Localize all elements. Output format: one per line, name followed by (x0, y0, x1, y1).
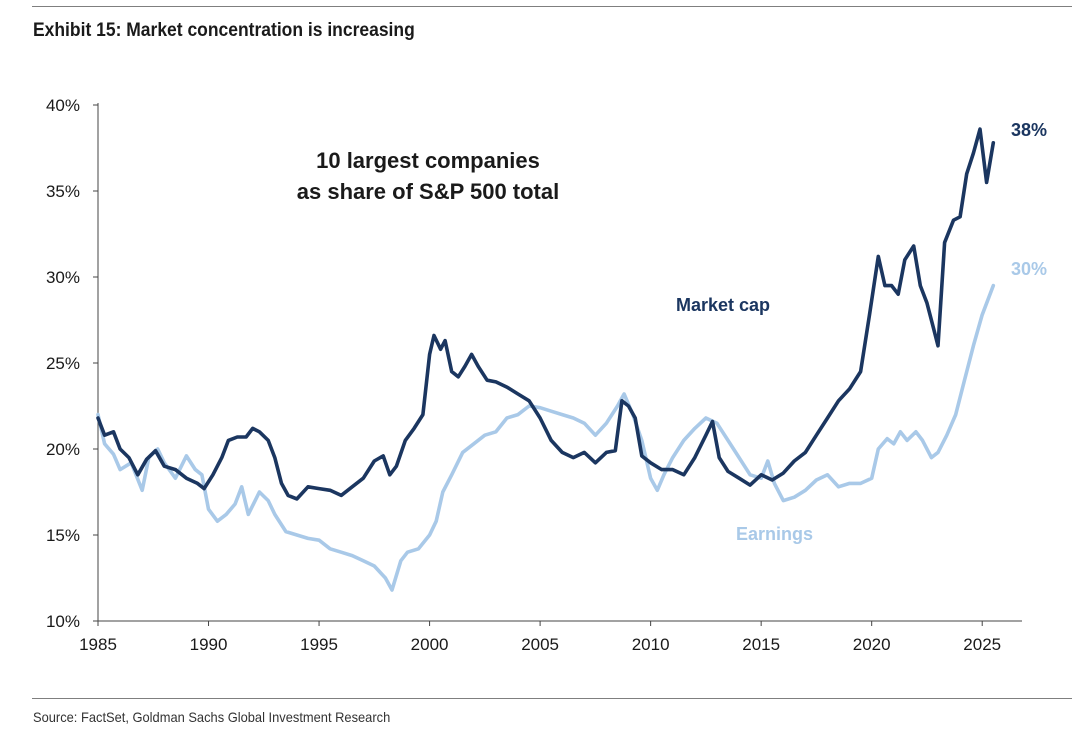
exhibit-title: Exhibit 15: Market concentration is incr… (33, 20, 415, 41)
y-tick-label: 10% (46, 612, 80, 631)
chart-annotation-line: 10 largest companies (316, 148, 540, 173)
y-tick-label: 25% (46, 354, 80, 373)
market-cap-line (96, 127, 996, 501)
y-tick-label: 30% (46, 268, 80, 287)
earnings-end-label: 30% (1011, 259, 1047, 279)
series-layer (96, 127, 996, 592)
x-tick-label: 2020 (853, 635, 891, 654)
y-tick-label: 40% (46, 96, 80, 115)
market-cap-series-label: Market cap (676, 295, 770, 315)
x-tick-label: 1990 (190, 635, 228, 654)
x-tick-label: 2010 (632, 635, 670, 654)
earnings-series-label: Earnings (736, 524, 813, 544)
top-rule (32, 6, 1072, 7)
x-tick-label: 2000 (411, 635, 449, 654)
source-note: Source: FactSet, Goldman Sachs Global In… (33, 709, 391, 725)
bottom-rule (32, 698, 1072, 699)
axes: 10% 15% 20% 25% 30% 35% 40% 1985 1990 1995 2000 200… (46, 96, 1022, 654)
x-tick-label: 2025 (963, 635, 1001, 654)
x-tick-label: 1985 (79, 635, 117, 654)
chart-annotation-line: as share of S&P 500 total (297, 179, 560, 204)
y-tick-label: 35% (46, 182, 80, 201)
y-tick-label: 15% (46, 526, 80, 545)
earnings-line (96, 283, 996, 592)
x-tick-label: 1995 (300, 635, 338, 654)
labels-layer: 10 largest companies as share of S&P 500 … (297, 120, 1047, 544)
market-cap-end-label: 38% (1011, 120, 1047, 140)
x-tick-label: 2005 (521, 635, 559, 654)
y-tick-label: 20% (46, 440, 80, 459)
x-tick-label: 2015 (742, 635, 780, 654)
